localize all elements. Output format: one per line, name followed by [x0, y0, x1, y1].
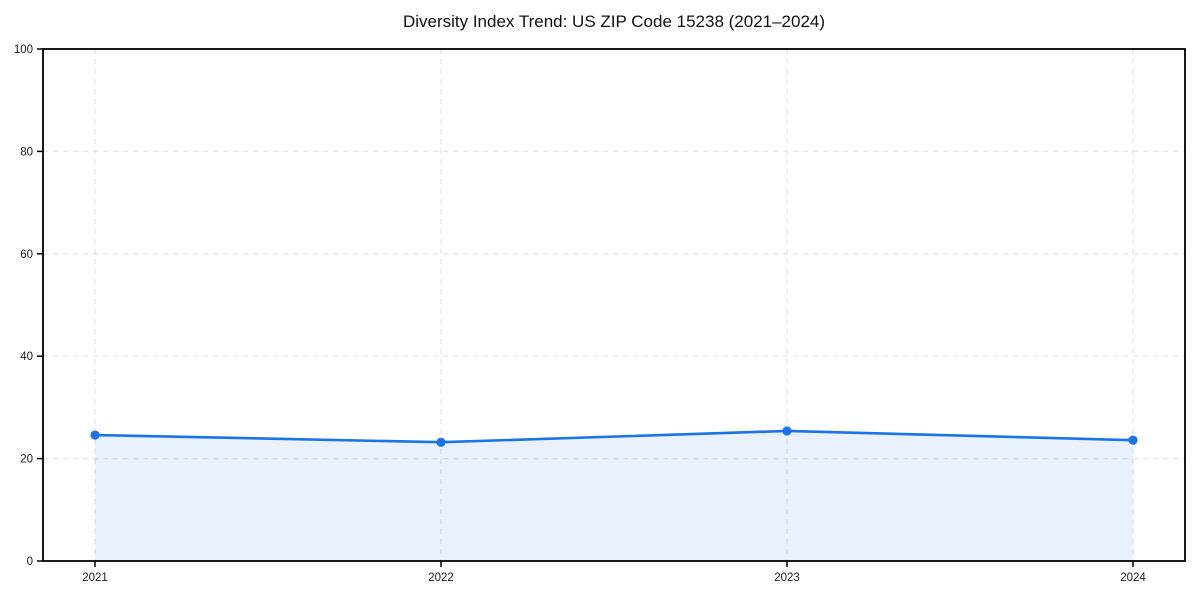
y-tick-label: 60: [20, 249, 33, 261]
plot-frame: [42, 48, 1186, 562]
y-tick-label: 40: [20, 351, 33, 363]
data-point-2021: [90, 430, 100, 440]
data-point-2022: [436, 437, 446, 447]
y-tick-label: 0: [27, 556, 33, 568]
trend-line: [93, 429, 1135, 444]
y-tick-label: 20: [20, 454, 33, 466]
area-fill: [95, 430, 1133, 561]
chart-title: Diversity Index Trend: US ZIP Code 15238…: [402, 12, 826, 31]
x-tick-label: 2024: [1120, 572, 1146, 584]
y-tick-label: 80: [20, 146, 33, 158]
x-tick-label: 2021: [82, 572, 108, 584]
data-point-2024: [1128, 435, 1138, 445]
x-tick-label: 2022: [428, 572, 454, 584]
data-point-2023: [782, 426, 792, 436]
y-tick-label: 100: [14, 44, 33, 56]
x-tick-label: 2023: [774, 572, 800, 584]
